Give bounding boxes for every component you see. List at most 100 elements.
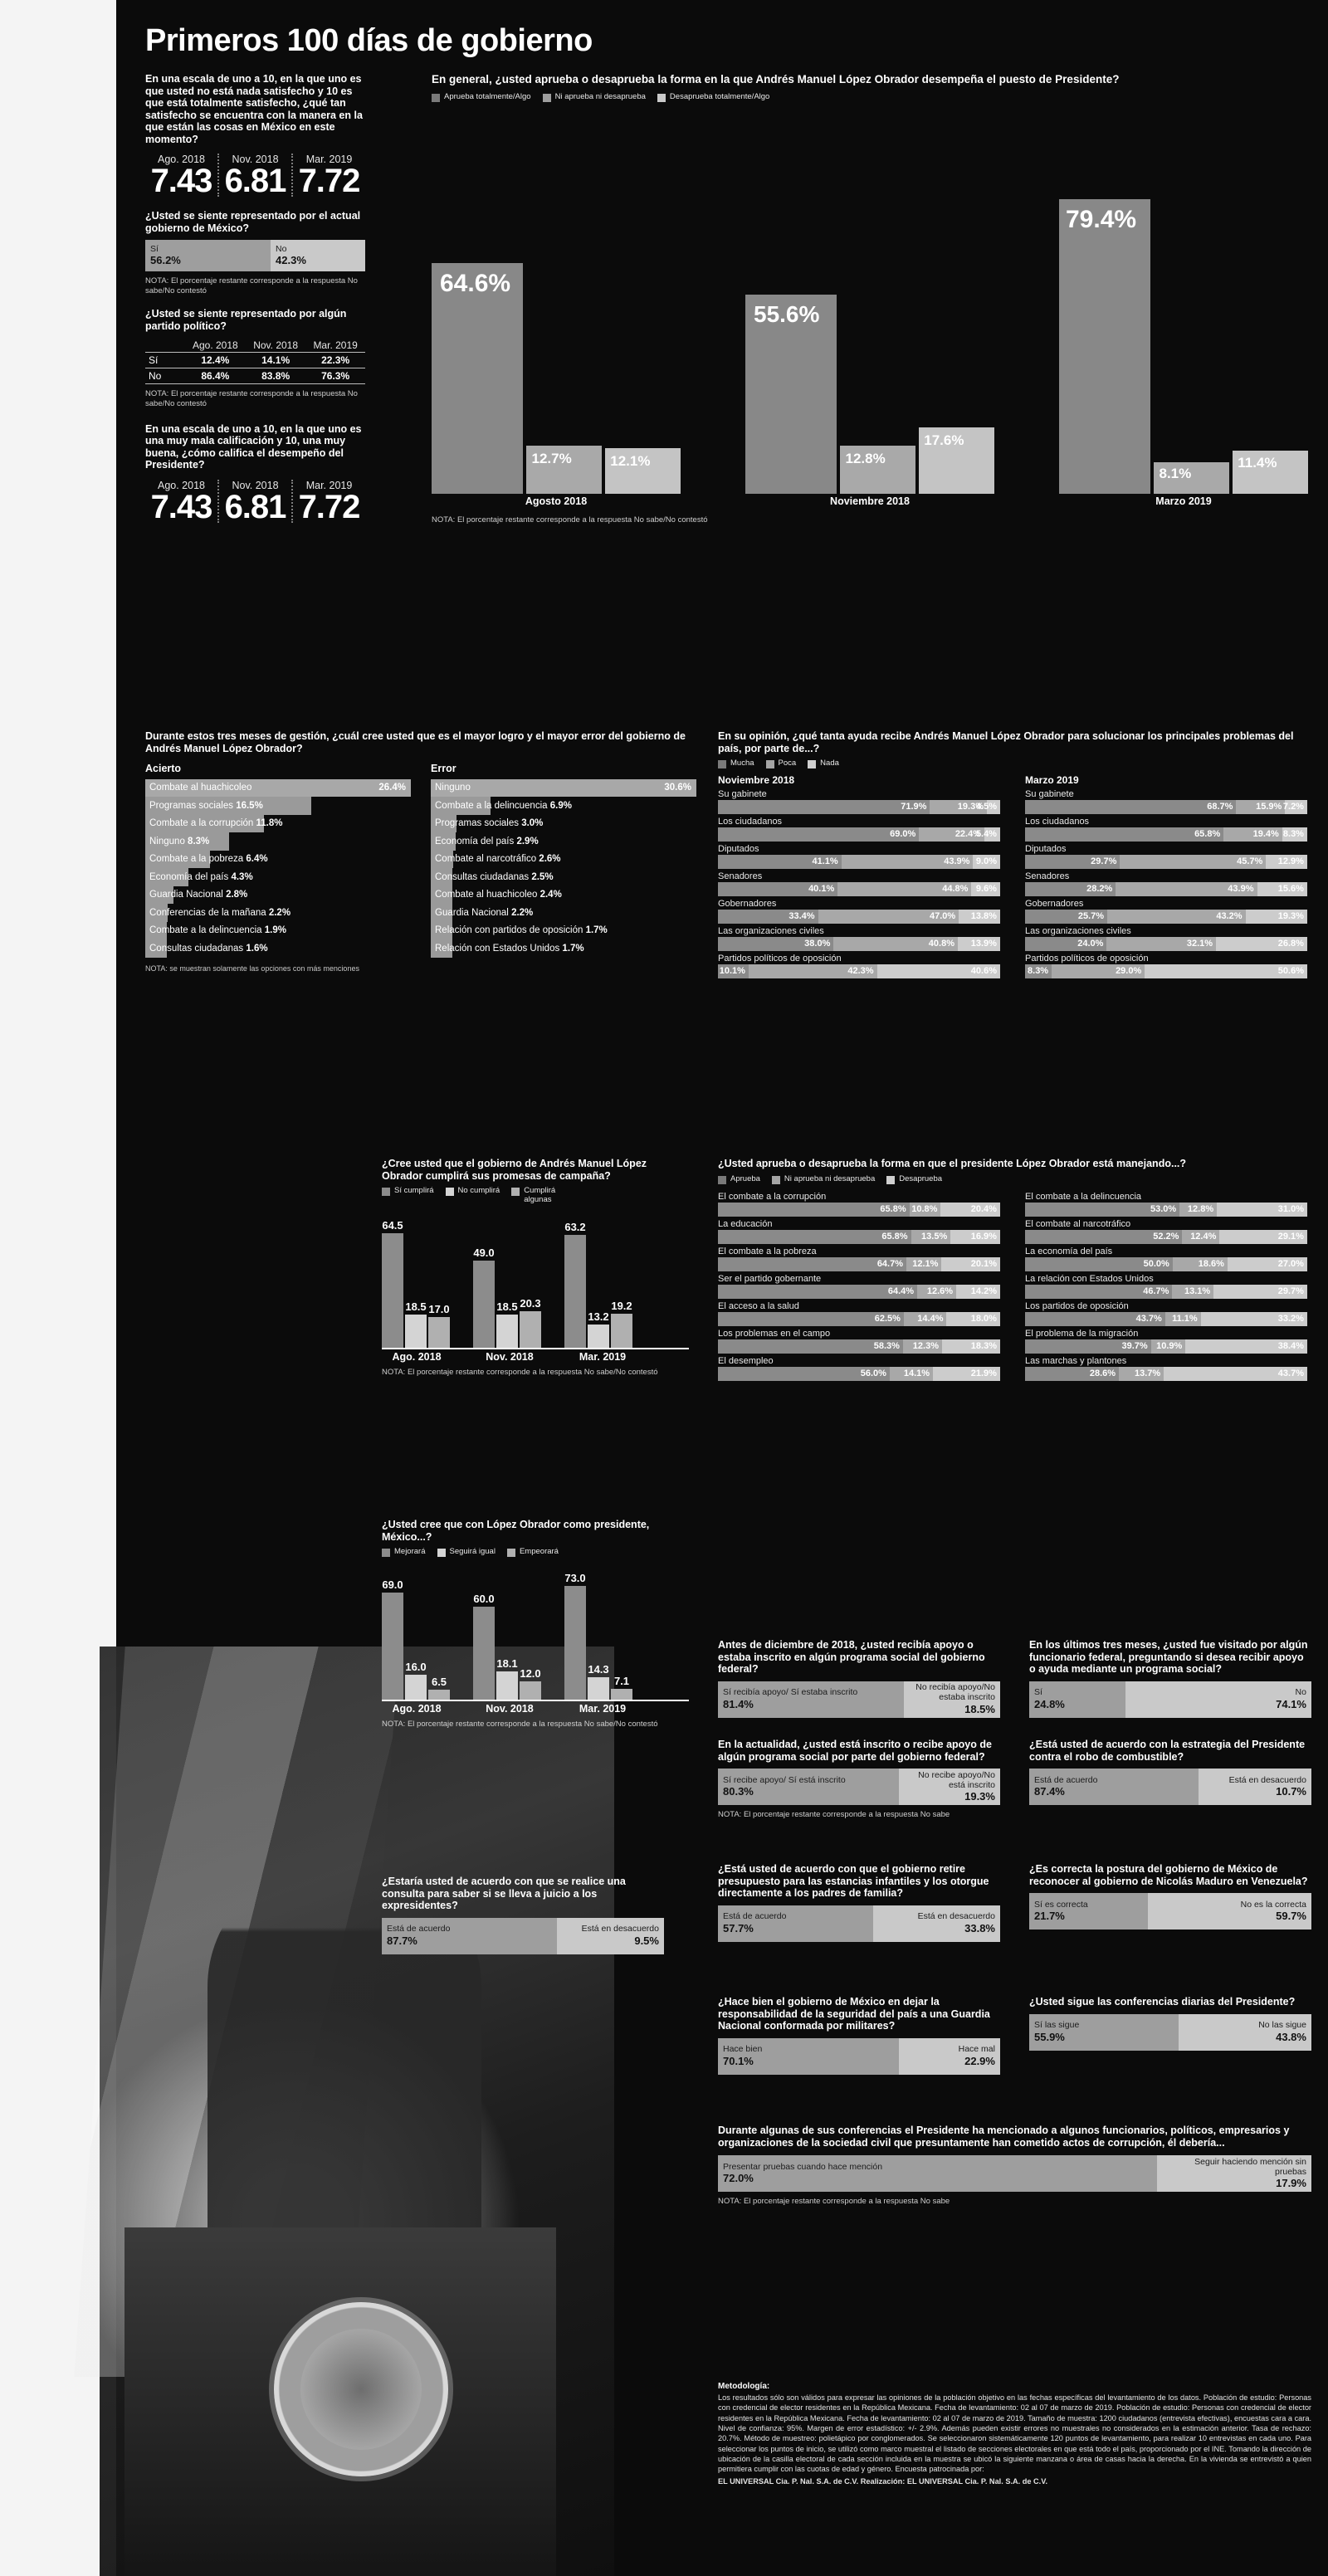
stacked-segment: 24.0% xyxy=(1025,936,1107,951)
legend-swatch-icon xyxy=(771,1175,780,1184)
bar-fill xyxy=(145,797,311,815)
stacked-segment: 13.9% xyxy=(958,936,1000,951)
stacked-bar: 46.7% 13.1% 29.7% xyxy=(1025,1284,1307,1299)
pair-3-left-label: Está de acuerdo xyxy=(1034,1774,1098,1785)
stacked-row: Diputados 41.1% 43.9% 9.0% xyxy=(718,844,1000,869)
column-group: 64.5 18.5 17.0 xyxy=(382,1219,450,1348)
bar-fill xyxy=(431,850,454,868)
list-item-text: Combate a la corrupción 11.8% xyxy=(145,818,282,828)
aprueba-temas-left: El combate a la corrupción 65.8% 10.8% 20.4… xyxy=(718,1189,1000,1381)
represented-party-table: Ago. 2018 Nov. 2018 Mar. 2019 Sí 12.4% 1… xyxy=(145,339,365,385)
stacked-bar: 28.2% 43.9% 15.6% xyxy=(1025,881,1307,896)
pair-5-question: ¿Está usted de acuerdo con que el gobier… xyxy=(718,1863,989,1899)
list-item-value: 1.9% xyxy=(264,925,286,936)
stacked-segment: 18.0% xyxy=(946,1311,1000,1326)
list-item-text: Guardia Nacional 2.2% xyxy=(431,908,533,918)
stacked-segment: 27.0% xyxy=(1227,1256,1307,1271)
ayuda-panel-1-title: Marzo 2019 xyxy=(1025,774,1079,786)
stacked-bar: 65.8% 10.8% 20.4% xyxy=(718,1202,1000,1217)
stacked-bar: 52.2% 12.4% 29.1% xyxy=(1025,1229,1307,1244)
list-item-value: 26.4% xyxy=(378,783,406,793)
list-item-label: Ninguno xyxy=(149,836,188,846)
stacked-row: El combate a la corrupción 65.8% 10.8% 20.4… xyxy=(718,1192,1000,1217)
legend-swatch-icon xyxy=(437,1549,446,1557)
list-item-value: 11.8% xyxy=(256,818,283,829)
column-value: 49.0 xyxy=(473,1246,495,1259)
column-plot: 64.5 18.5 17.0 49.0 18.5 20.3 63.2 13.2 19.2 xyxy=(382,1219,689,1348)
stacked-segment: 12.3% xyxy=(902,1339,942,1354)
bar-fill xyxy=(431,778,696,797)
stacked-bar: 39.7% 10.9% 38.4% xyxy=(1025,1339,1307,1354)
stacked-row: Los ciudadanos 69.0% 22.4% 5.4% xyxy=(718,817,1000,842)
stacked-bar: 29.7% 45.7% 12.9% xyxy=(1025,854,1307,869)
stacked-row: El acceso a la salud 62.5% 14.4% 18.0% xyxy=(718,1301,1000,1326)
satisfaction-period-0: Ago. 2018 xyxy=(158,154,205,165)
stacked-segment: 26.8% xyxy=(1216,936,1307,951)
rg-yes-value: 56.2% xyxy=(150,254,181,267)
pair-1-right-value: 74.1% xyxy=(1276,1697,1306,1710)
stacked-bar: 65.8% 13.5% 16.9% xyxy=(718,1229,1000,1244)
ayuda-panel-0: Su gabinete 71.9% 19.3% 4.5% Los ciudadanos 6… xyxy=(718,789,1000,978)
rp-row0-v0: 12.4% xyxy=(184,352,246,369)
stacked-segment: 9.0% xyxy=(973,854,1000,869)
column-category-label: Nov. 2018 xyxy=(486,1350,534,1363)
stacked-segment: 5.4% xyxy=(976,827,1000,842)
column-bar: 20.3 xyxy=(520,1297,541,1348)
pair-0-left-value: 81.4% xyxy=(723,1697,754,1710)
ayuda-panel-0-title: Noviembre 2018 xyxy=(718,774,795,786)
pair-3-left-value: 87.4% xyxy=(1034,1785,1065,1798)
list-item-text: Combate a la pobreza 6.4% xyxy=(145,854,268,864)
stacked-bar: 28.6% 13.7% 43.7% xyxy=(1025,1366,1307,1381)
bar-fill xyxy=(431,868,453,886)
pair-4-left-label: Está de acuerdo xyxy=(387,1924,451,1934)
pair-7-question: ¿Hace bien el gobierno de México en deja… xyxy=(718,1996,990,2032)
rp-row1-v0: 86.4% xyxy=(184,368,246,385)
stacked-row-label: El combate al narcotráfico xyxy=(1025,1218,1131,1229)
stacked-segment: 25.7% xyxy=(1025,909,1108,924)
list-item-text: Combate a la delincuencia 1.9% xyxy=(145,925,286,935)
stacked-segment: 53.0% xyxy=(1025,1202,1180,1217)
stacked-row-label: Diputados xyxy=(1025,843,1067,854)
stacked-segment: 43.9% xyxy=(841,854,974,869)
column-bar: 16.0 xyxy=(405,1661,427,1700)
stacked-row: Su gabinete 68.7% 15.9% 7.2% xyxy=(1025,789,1307,814)
stacked-row: Su gabinete 71.9% 19.3% 4.5% xyxy=(718,789,1000,814)
stacked-segment: 12.4% xyxy=(1182,1229,1220,1244)
column-value: 6.5 xyxy=(431,1675,447,1688)
list-item-value: 6.4% xyxy=(246,854,268,865)
pair-6-bar: Sí es correcta 21.7% No es la correcta 5… xyxy=(1029,1893,1311,1930)
list-item-text: Guardia Nacional 2.8% xyxy=(145,890,247,900)
stacked-bar: 62.5% 14.4% 18.0% xyxy=(718,1311,1000,1326)
legend-swatch-icon xyxy=(808,760,817,768)
approval-bar-c0: 12.1% xyxy=(605,447,681,494)
ayuda-panel-1: Su gabinete 68.7% 15.9% 7.2% Los ciudadanos 6… xyxy=(1025,789,1307,978)
rating-scores: Ago. 2018 7.43 Nov. 2018 6.81 Mar. 2019 … xyxy=(145,479,365,524)
list-item-value: 2.6% xyxy=(539,854,561,865)
list-item-label: Guardia Nacional xyxy=(149,890,227,900)
stacked-segment: 65.8% xyxy=(1025,827,1224,842)
ayuda-question: En su opinión, ¿qué tanta ayuda recibe A… xyxy=(718,730,1294,754)
stacked-segment: 18.3% xyxy=(942,1339,1000,1354)
list-item-value: 1.6% xyxy=(246,943,268,954)
bar-fill xyxy=(145,850,210,868)
stacked-segment: 31.0% xyxy=(1217,1202,1307,1217)
list-item: Programas sociales 16.5% xyxy=(145,797,411,815)
legend-swatch-icon xyxy=(432,93,440,102)
x-axis xyxy=(382,1347,689,1349)
satisfaction-value-0: 7.43 xyxy=(150,163,213,199)
stacked-row-label: La relación con Estados Unidos xyxy=(1025,1273,1154,1284)
at-legend-2: Desaprueba xyxy=(899,1173,943,1183)
stacked-row: Gobernadores 25.7% 43.2% 19.3% xyxy=(1025,899,1307,924)
column-value: 18.5 xyxy=(496,1300,518,1314)
approval-chart: 64.6% 12.7% 12.1% 55.6% 12.8% xyxy=(432,114,1311,512)
bar-fill xyxy=(431,904,452,922)
legend-swatch-icon xyxy=(765,760,774,768)
pair-5-bar: Está de acuerdo 57.7% Está en desacuerdo… xyxy=(718,1905,1000,1942)
column-category-label: Mar. 2019 xyxy=(579,1703,627,1715)
legend-swatch-icon xyxy=(718,1175,726,1184)
stacked-row: Senadores 28.2% 43.9% 15.6% xyxy=(1025,871,1307,896)
column-bar: 19.2 xyxy=(611,1300,632,1348)
bar-fill xyxy=(145,814,265,832)
stacked-row-label: Su gabinete xyxy=(1025,788,1074,799)
